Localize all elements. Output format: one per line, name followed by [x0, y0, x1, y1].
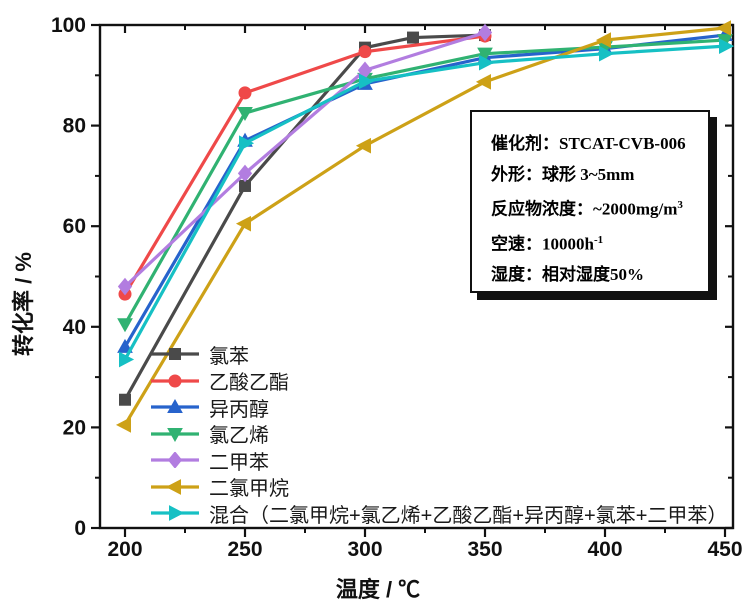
legend-label: 二氯甲烷 [209, 478, 289, 501]
triangle-up-legend-icon [151, 399, 199, 414]
info-line-1: 外形：球形 3~5mm [491, 160, 708, 191]
data-point-triangle-left [235, 215, 251, 232]
legend-label: 氯乙烯 [209, 425, 269, 448]
info-label: 反应物浓度： [491, 199, 593, 219]
circle-legend-icon [151, 374, 199, 388]
legend-item-5: 二氯甲烷 [150, 474, 727, 501]
legend-item-6: 混合（二氯甲烷+氯乙烯+乙酸乙酯+异丙醇+氯苯+二甲苯） [150, 500, 727, 527]
data-point-triangle-left [165, 478, 181, 495]
series-line [123, 34, 486, 295]
legend: 氯苯乙酸乙酯异丙醇氯乙烯二甲苯二氯甲烷混合（二氯甲烷+氯乙烯+乙酸乙酯+异丙醇+… [150, 341, 727, 527]
triangle-right-legend-icon [151, 505, 199, 522]
data-point-triangle-up [167, 399, 183, 414]
data-point-circle [168, 374, 182, 388]
data-point-triangle-right [169, 505, 185, 522]
series-4 [117, 23, 493, 296]
legend-label: 二甲苯 [209, 451, 269, 474]
data-point-diamond [117, 277, 133, 296]
data-point-circle [358, 45, 372, 59]
info-line-4: 湿度：相对湿度50% [491, 260, 708, 291]
series-line [123, 44, 726, 361]
y-tick-label: 80 [63, 115, 86, 138]
square-legend-icon [151, 348, 199, 361]
diamond-legend-icon [151, 452, 199, 469]
x-tick-label: 450 [707, 538, 742, 561]
x-tick-label: 300 [347, 538, 382, 561]
series-line [123, 26, 726, 426]
data-point-triangle-left [355, 137, 371, 154]
legend-label: 混合（二氯甲烷+氯乙烯+乙酸乙酯+异丙醇+氯苯+二甲苯） [209, 504, 728, 527]
y-tick-label: 20 [63, 416, 86, 439]
data-point-triangle-down [477, 47, 493, 62]
series-6 [119, 38, 735, 368]
info-label: 外形： [491, 164, 542, 184]
legend-label: 氯苯 [209, 345, 249, 368]
series-line [123, 38, 726, 326]
legend-item-0: 氯苯 [150, 341, 727, 368]
x-tick-label: 400 [587, 538, 622, 561]
triangle-left-legend-icon [151, 478, 199, 495]
info-line-3: 空速：10000h-1 [491, 225, 708, 260]
data-point-triangle-left [115, 417, 131, 433]
data-point-triangle-right [119, 351, 135, 368]
data-point-triangle-left [595, 32, 611, 48]
legend-item-1: 乙酸乙酯 [150, 368, 727, 395]
data-point-circle [238, 86, 252, 100]
info-value: 10000h [542, 234, 594, 254]
y-tick-label: 60 [63, 215, 86, 238]
y-tick-label: 0 [74, 517, 86, 540]
y-tick-label: 100 [51, 14, 86, 37]
info-label: 催化剂： [491, 134, 559, 153]
x-axis-title: 温度 / ℃ [335, 577, 421, 602]
info-label: 空速： [491, 234, 542, 254]
legend-item-4: 二甲苯 [150, 447, 727, 474]
catalyst-info-box: 催化剂：STCAT-CVB-006 外形：球形 3~5mm 反应物浓度：~2000m… [470, 110, 710, 293]
x-tick-label: 250 [227, 538, 262, 561]
legend-label: 异丙醇 [209, 398, 269, 421]
data-point-triangle-left [475, 74, 491, 90]
x-tick-label: 200 [107, 538, 142, 561]
legend-item-2: 异丙醇 [150, 394, 727, 421]
data-point-square [119, 393, 131, 406]
axis-ticks: 200 250 300 350 400 450 0 20 40 60 80 100 [51, 14, 743, 561]
info-superscript: -1 [593, 234, 604, 247]
data-point-triangle-right [599, 45, 615, 62]
data-point-diamond [167, 452, 183, 469]
legend-item-3: 氯乙烯 [150, 421, 727, 448]
legend-label: 乙酸乙酯 [209, 372, 289, 395]
data-point-triangle-down [237, 107, 253, 122]
data-point-triangle-right [359, 73, 375, 90]
x-tick-label: 350 [467, 538, 502, 561]
info-line-0: 催化剂：STCAT-CVB-006 [491, 129, 708, 160]
data-point-diamond [237, 164, 253, 183]
data-point-triangle-right [719, 38, 735, 54]
data-point-triangle-left [715, 20, 731, 36]
data-point-square [169, 348, 181, 361]
info-label: 湿度： [491, 265, 542, 285]
data-point-square [407, 31, 419, 44]
info-value: ~2000mg/m [593, 199, 678, 219]
data-point-triangle-up [117, 338, 133, 353]
series-line [123, 31, 486, 288]
info-value: 相对湿度50% [542, 265, 644, 285]
y-axis-title: 转化率 / % [11, 252, 36, 356]
series-5 [115, 20, 731, 433]
info-line-2: 反应物浓度：~2000mg/m3 [491, 190, 708, 225]
data-point-diamond [477, 23, 493, 42]
data-point-triangle-down [167, 427, 183, 442]
data-point-triangle-down [117, 318, 133, 333]
info-superscript: 3 [677, 199, 683, 211]
y-tick-label: 40 [63, 316, 86, 339]
data-point-triangle-right [239, 135, 255, 152]
info-value: 球形 3~5mm [542, 164, 635, 184]
data-point-triangle-right [479, 54, 495, 71]
info-value: STCAT-CVB-006 [559, 134, 686, 153]
triangle-down-legend-icon [151, 427, 199, 442]
